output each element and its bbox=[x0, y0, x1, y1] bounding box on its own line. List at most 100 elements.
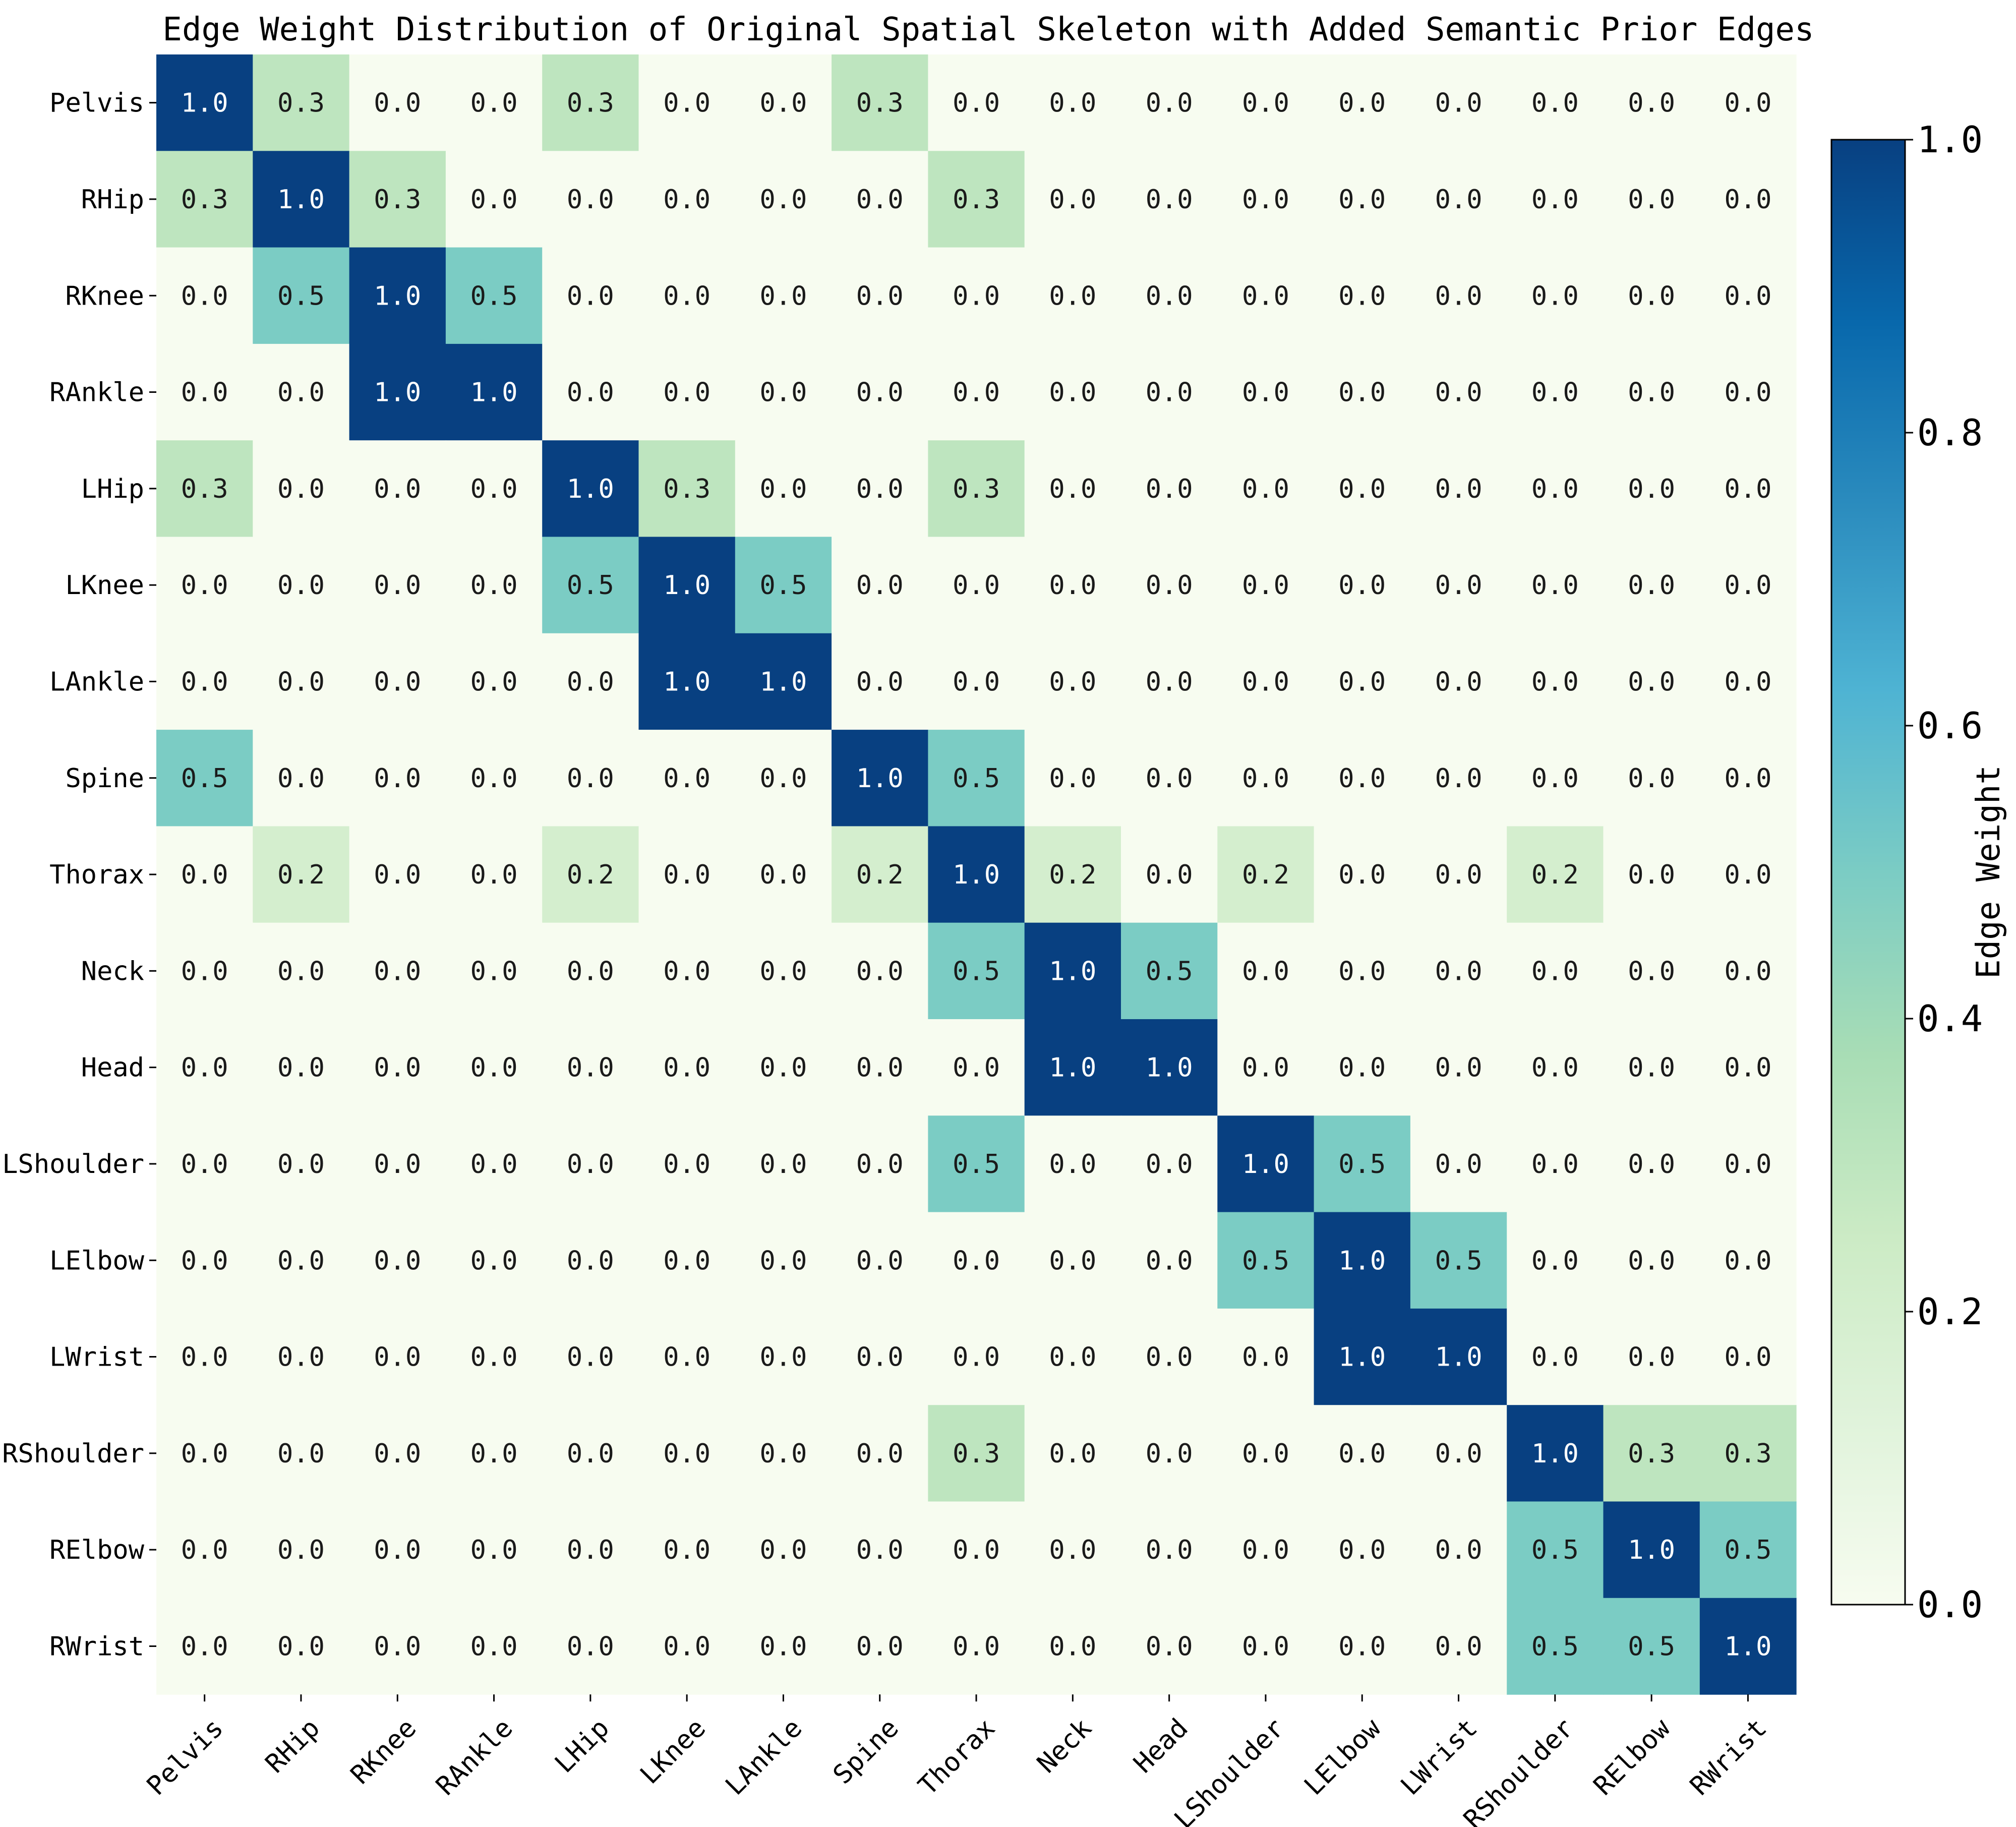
row-tick-label: LShoulder bbox=[2, 1149, 144, 1180]
cell-value-label: 0.0 bbox=[1146, 1535, 1193, 1565]
cell-value-label: 0.0 bbox=[1146, 1149, 1193, 1180]
column-tick-label: Thorax bbox=[913, 1713, 1001, 1801]
cell-value-label: 0.0 bbox=[567, 1053, 614, 1083]
cell-value-label: 1.0 bbox=[856, 763, 904, 794]
cell-value-label: 0.0 bbox=[1242, 1535, 1289, 1565]
heatmap-cell bbox=[1024, 54, 1121, 151]
heatmap-cell bbox=[1314, 1405, 1411, 1502]
cell-value-label: 0.0 bbox=[1049, 474, 1096, 504]
cell-value-label: 1.0 bbox=[374, 281, 421, 311]
heatmap-cell bbox=[1024, 247, 1121, 344]
heatmap-cell bbox=[445, 440, 543, 538]
heatmap-cell bbox=[156, 537, 253, 634]
cell-value-label: 0.0 bbox=[1531, 1342, 1579, 1373]
heatmap-cell bbox=[638, 343, 736, 441]
cell-value-label: 0.0 bbox=[181, 281, 228, 311]
cell-value-label: 0.0 bbox=[470, 1631, 518, 1662]
heatmap-cell bbox=[1507, 343, 1604, 441]
colorbar-gradient bbox=[1830, 139, 1906, 1606]
cell-value-label: 0.0 bbox=[1435, 378, 1483, 408]
cell-value-label: 0.0 bbox=[856, 378, 904, 408]
heatmap-cell bbox=[349, 440, 446, 538]
cell-value-label: 0.5 bbox=[953, 1149, 1000, 1180]
heatmap-cell bbox=[1410, 1019, 1507, 1116]
cell-value-label: 0.0 bbox=[1338, 88, 1386, 119]
heatmap-cell bbox=[542, 922, 639, 1020]
heatmap-cell bbox=[156, 633, 253, 730]
cell-value-label: 0.0 bbox=[1724, 1149, 1771, 1180]
cell-value-label: 0.0 bbox=[1628, 281, 1675, 311]
heatmap-cell bbox=[445, 1212, 543, 1309]
heatmap-cell bbox=[253, 440, 350, 538]
heatmap-cell bbox=[253, 922, 350, 1020]
cell-value-label: 0.0 bbox=[567, 281, 614, 311]
cell-value-label: 0.0 bbox=[663, 763, 710, 794]
heatmap-cell bbox=[1410, 54, 1507, 151]
row-tick-labels: Pelvis RHip RKnee RAnkle LHip LKnee LAnkle Spin… bbox=[2, 88, 156, 1662]
colorbar: 0.0 0.2 0.4 0.6 0.8 1.0 Edge Weight bbox=[1830, 119, 2007, 1626]
cell-value-label: 0.5 bbox=[1531, 1631, 1579, 1662]
cell-value-label: 0.0 bbox=[663, 1535, 710, 1565]
cell-value-label: 0.0 bbox=[1242, 763, 1289, 794]
cell-value-label: 0.0 bbox=[470, 474, 518, 504]
cell-value-label: 0.0 bbox=[277, 1149, 325, 1180]
cell-value-label: 0.0 bbox=[374, 1631, 421, 1662]
cell-value-label: 0.0 bbox=[1435, 570, 1483, 601]
heatmap-cell bbox=[1217, 440, 1315, 538]
cell-value-label: 0.0 bbox=[953, 88, 1000, 119]
cell-value-label: 0.0 bbox=[470, 667, 518, 697]
colorbar-label: Edge Weight bbox=[1970, 765, 2007, 979]
heatmap-cell bbox=[735, 537, 832, 634]
heatmap-cell bbox=[349, 1212, 446, 1309]
heatmap-cell bbox=[349, 1115, 446, 1213]
heatmap-cell bbox=[156, 440, 253, 538]
cell-value-label: 0.0 bbox=[953, 1342, 1000, 1373]
heatmap-cell bbox=[445, 826, 543, 923]
cell-value-label: 0.0 bbox=[1435, 1149, 1483, 1180]
cell-value-label: 0.0 bbox=[1146, 474, 1193, 504]
cell-value-label: 0.0 bbox=[1146, 763, 1193, 794]
cell-value-label: 1.0 bbox=[1338, 1342, 1386, 1373]
heatmap-cell bbox=[1217, 151, 1315, 248]
heatmap-cell bbox=[1410, 151, 1507, 248]
heatmap-cell bbox=[735, 151, 832, 248]
heatmap-cell bbox=[1314, 1501, 1411, 1599]
heatmap-cell bbox=[735, 922, 832, 1020]
heatmap-cell bbox=[1024, 730, 1121, 827]
colorbar-tick-label: 0.8 bbox=[1917, 411, 1983, 454]
heatmap-cell bbox=[1699, 1598, 1797, 1695]
heatmap-cell bbox=[253, 151, 350, 248]
heatmap-cell bbox=[1699, 1019, 1797, 1116]
heatmap-cell bbox=[445, 537, 543, 634]
cell-value-label: 0.0 bbox=[567, 1342, 614, 1373]
cell-value-label: 0.0 bbox=[953, 667, 1000, 697]
cell-value-label: 0.0 bbox=[856, 474, 904, 504]
cell-value-label: 0.0 bbox=[953, 570, 1000, 601]
column-tick-label: LKnee bbox=[634, 1713, 711, 1790]
cell-value-label: 0.0 bbox=[953, 1246, 1000, 1276]
cell-value-label: 0.0 bbox=[567, 667, 614, 697]
cell-value-label: 0.0 bbox=[277, 378, 325, 408]
cell-value-label: 0.5 bbox=[1628, 1631, 1675, 1662]
cell-value-label: 0.0 bbox=[470, 88, 518, 119]
heatmap-cell bbox=[638, 1405, 736, 1502]
cell-value-label: 0.0 bbox=[470, 570, 518, 601]
cell-value-label: 0.3 bbox=[181, 185, 228, 215]
cell-value-label: 0.0 bbox=[759, 88, 807, 119]
column-tick-label: RWrist bbox=[1684, 1713, 1772, 1801]
cell-value-label: 0.0 bbox=[759, 1342, 807, 1373]
heatmap-cell bbox=[638, 1019, 736, 1116]
heatmap-cell bbox=[735, 1501, 832, 1599]
cell-value-label: 1.0 bbox=[277, 185, 325, 215]
cell-value-label: 0.0 bbox=[1146, 281, 1193, 311]
heatmap-cell bbox=[542, 1501, 639, 1599]
cell-value-label: 0.0 bbox=[1242, 1053, 1289, 1083]
heatmap-cell bbox=[1121, 1212, 1218, 1309]
heatmap-cell bbox=[253, 54, 350, 151]
heatmap-cell bbox=[928, 537, 1025, 634]
cell-value-label: 1.0 bbox=[1242, 1149, 1289, 1180]
heatmap-cell bbox=[156, 1598, 253, 1695]
cell-value-label: 0.0 bbox=[1049, 570, 1096, 601]
cell-value-label: 0.3 bbox=[1628, 1439, 1675, 1469]
